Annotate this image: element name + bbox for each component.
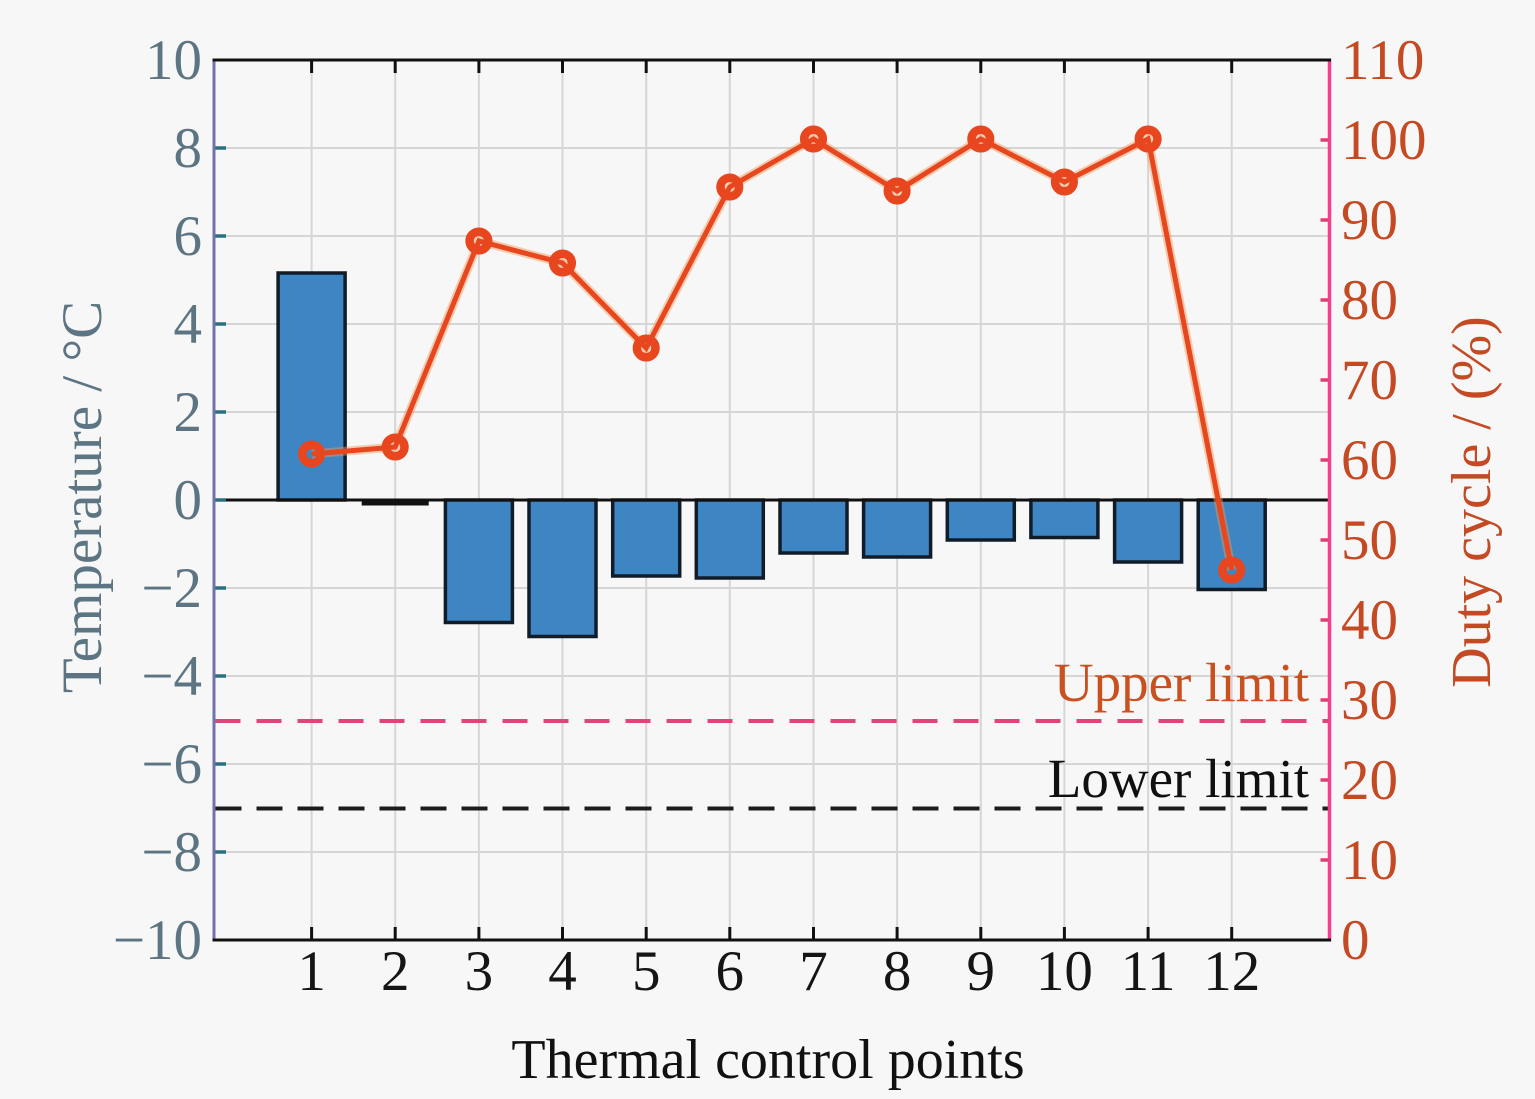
- svg-text:−4: −4: [141, 645, 202, 708]
- svg-text:4: 4: [548, 940, 577, 1003]
- svg-text:−2: −2: [141, 557, 202, 620]
- svg-text:9: 9: [967, 940, 996, 1003]
- svg-text:70: 70: [1341, 349, 1398, 412]
- svg-text:Thermal control points: Thermal control points: [511, 1029, 1024, 1091]
- svg-text:6: 6: [174, 205, 203, 268]
- svg-text:Upper limit: Upper limit: [1054, 652, 1309, 713]
- svg-text:5: 5: [632, 940, 661, 1003]
- svg-text:10: 10: [145, 29, 202, 92]
- svg-text:10: 10: [1036, 940, 1093, 1003]
- svg-text:40: 40: [1341, 589, 1398, 652]
- svg-text:12: 12: [1203, 940, 1260, 1003]
- svg-text:0: 0: [174, 469, 203, 532]
- svg-text:Temperature / °C: Temperature / °C: [51, 301, 114, 693]
- svg-text:20: 20: [1341, 749, 1398, 812]
- svg-text:8: 8: [883, 940, 912, 1003]
- svg-text:2: 2: [174, 381, 203, 444]
- svg-text:11: 11: [1121, 940, 1176, 1003]
- svg-text:8: 8: [174, 117, 203, 180]
- svg-text:50: 50: [1341, 509, 1398, 572]
- svg-text:−6: −6: [141, 733, 202, 796]
- svg-text:60: 60: [1341, 429, 1398, 492]
- svg-text:0: 0: [1341, 909, 1370, 972]
- svg-text:110: 110: [1341, 29, 1424, 92]
- svg-text:Duty cycle / (%): Duty cycle / (%): [1441, 316, 1503, 688]
- svg-text:−8: −8: [141, 821, 202, 884]
- svg-text:4: 4: [174, 293, 203, 356]
- svg-text:3: 3: [465, 940, 494, 1003]
- svg-text:7: 7: [799, 940, 828, 1003]
- svg-text:Lower limit: Lower limit: [1048, 748, 1309, 809]
- svg-text:30: 30: [1341, 669, 1398, 732]
- svg-text:2: 2: [381, 940, 410, 1003]
- svg-text:10: 10: [1341, 829, 1398, 892]
- svg-text:1: 1: [297, 940, 326, 1003]
- svg-text:90: 90: [1341, 189, 1398, 252]
- svg-text:−10: −10: [113, 909, 202, 972]
- svg-text:100: 100: [1341, 109, 1427, 172]
- svg-text:6: 6: [716, 940, 745, 1003]
- svg-text:80: 80: [1341, 269, 1398, 332]
